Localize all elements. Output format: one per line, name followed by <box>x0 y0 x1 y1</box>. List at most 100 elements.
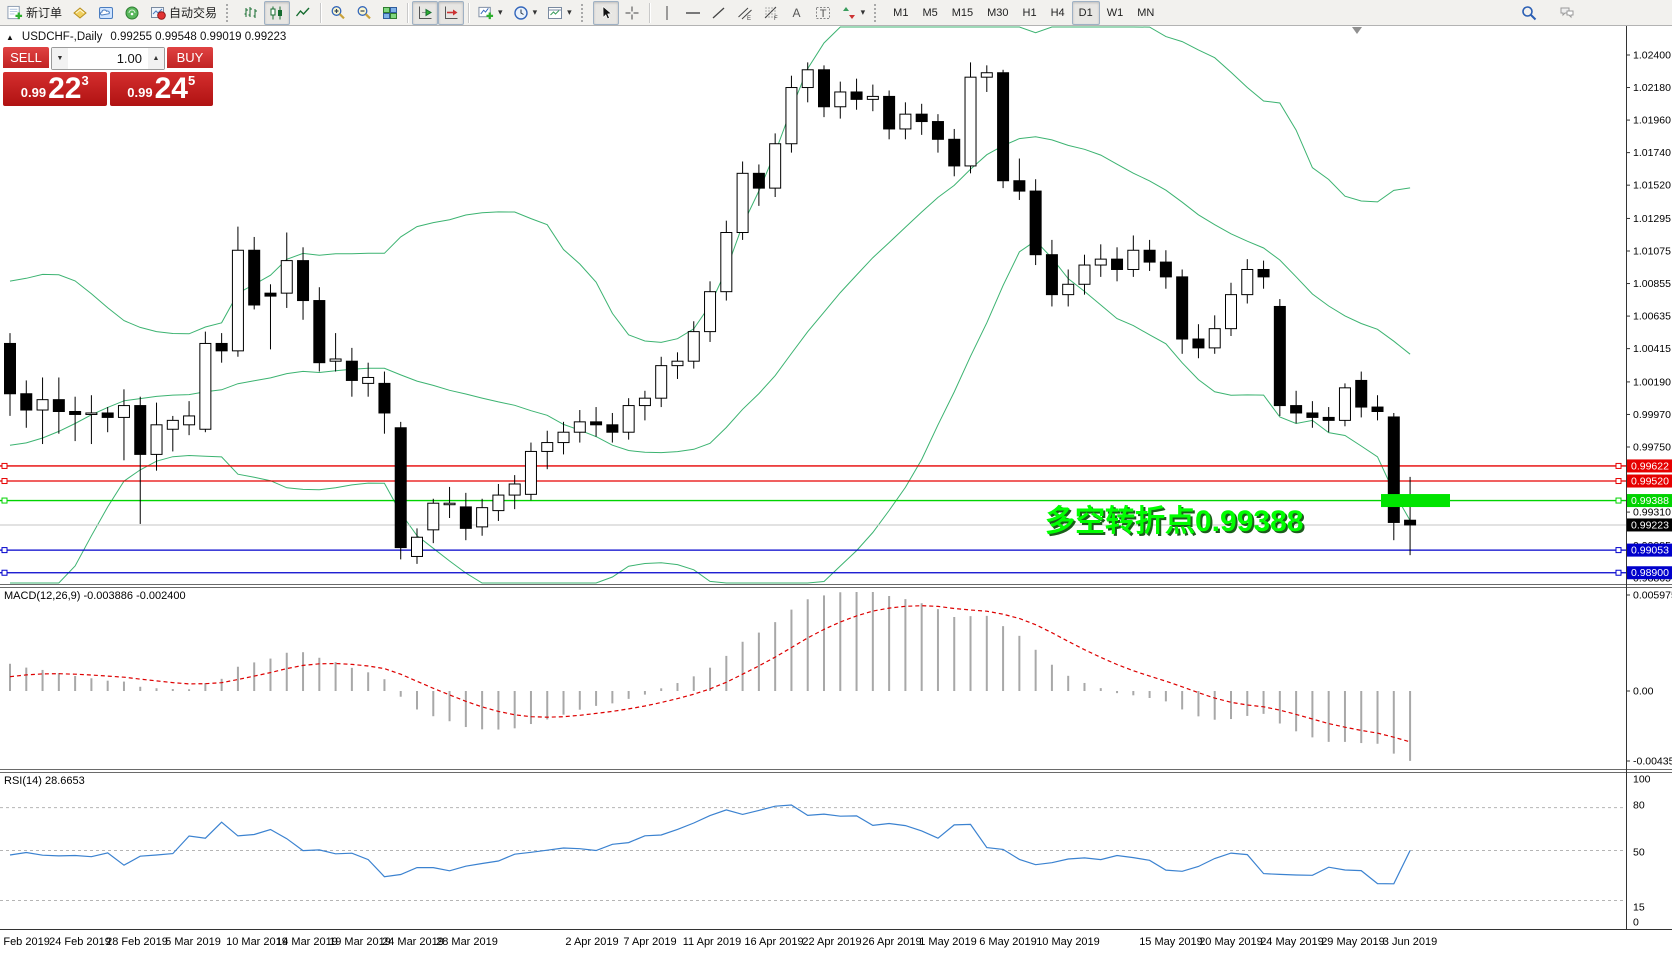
chevron-down-icon[interactable]: ▾ <box>567 7 572 17</box>
toolbar-grip[interactable] <box>580 3 587 22</box>
fibonacci-button[interactable]: F <box>758 1 784 25</box>
line-chart-button[interactable] <box>290 1 316 25</box>
line-handle[interactable] <box>1 478 8 485</box>
trendline-button[interactable] <box>706 1 732 25</box>
price-tick-label: 1.02180 <box>1633 82 1671 94</box>
candle-body <box>1143 249 1156 263</box>
chevron-down-icon[interactable]: ▾ <box>498 7 503 17</box>
candle-body <box>1078 264 1091 285</box>
crosshair-button[interactable] <box>619 1 645 25</box>
volume-decrease-button[interactable]: ▼ <box>52 48 68 69</box>
line-handle[interactable] <box>1615 497 1622 504</box>
text-button[interactable]: A <box>784 1 810 25</box>
price-badge <box>1627 459 1672 473</box>
candle-body <box>1257 268 1270 278</box>
timeframe-w1[interactable]: W1 <box>1106 6 1124 19</box>
timeframe-m30[interactable]: M30 <box>987 6 1009 19</box>
price-tick-label: 1.01520 <box>1633 180 1671 192</box>
cursor-button[interactable] <box>592 0 619 25</box>
candle-body <box>394 427 407 549</box>
toolbar-grip[interactable] <box>226 3 232 22</box>
chart-area[interactable]: 多空转折点0.99388多空转折点0.993881.024001.021801.… <box>0 26 1672 954</box>
annotation-text[interactable]: 多空转折点0.99388 <box>1045 505 1303 538</box>
highlight-segment[interactable] <box>1381 494 1450 508</box>
vertical-line-icon <box>659 5 675 21</box>
chevron-down-icon[interactable]: ▾ <box>860 7 866 17</box>
autotrading-button[interactable]: 自动交易 <box>145 1 222 25</box>
templates-button[interactable]: ▾ <box>542 1 577 25</box>
timeframe-m15[interactable]: M15 <box>951 6 974 19</box>
chat-button[interactable] <box>1554 1 1580 25</box>
sell-price-box[interactable]: 0.99 22 3 <box>3 72 107 106</box>
timeframe-h4[interactable]: H4 <box>1050 6 1065 19</box>
chat-icon <box>1559 5 1575 21</box>
indicators-button[interactable]: ▾ <box>473 1 508 25</box>
search-button[interactable] <box>1516 1 1542 25</box>
candle-body <box>671 360 684 367</box>
svg-text:A: A <box>792 6 800 20</box>
line-handle[interactable] <box>1 547 8 554</box>
bollinger-lower-band <box>10 240 1411 584</box>
chart-shift-button[interactable] <box>438 0 465 25</box>
chevron-down-icon[interactable]: ▾ <box>532 7 538 17</box>
line-handle[interactable] <box>1615 478 1622 485</box>
chart-shift-marker[interactable] <box>1352 27 1362 34</box>
sell-button[interactable]: SELL <box>3 47 49 70</box>
auto-scroll-button[interactable] <box>412 0 439 25</box>
date-label: 19 Mar 2019 <box>329 936 391 948</box>
candle-body <box>508 483 521 496</box>
zoom-out-button[interactable] <box>351 1 377 25</box>
toolbar-grip[interactable] <box>874 3 880 22</box>
tile-windows-button[interactable] <box>377 1 403 25</box>
arrows-icon <box>841 5 857 21</box>
new-order-button[interactable]: 新订单 <box>2 1 67 25</box>
timeframe-d1[interactable]: D1 <box>1071 0 1100 25</box>
buy-price-box[interactable]: 0.99 24 5 <box>109 72 213 106</box>
market-button[interactable] <box>93 1 119 25</box>
candle-body <box>964 76 977 167</box>
line-handle[interactable] <box>1 569 8 576</box>
vertical-line-button[interactable] <box>654 1 680 25</box>
buy-button[interactable]: BUY <box>167 47 213 70</box>
arrows-button[interactable]: ▾ <box>836 1 871 25</box>
line-chart-icon <box>295 5 311 21</box>
bar-chart-button[interactable] <box>238 1 264 25</box>
line-handle[interactable] <box>1 497 8 504</box>
metaeditor-button[interactable] <box>67 1 93 25</box>
timeframe-mn[interactable]: MN <box>1137 6 1155 19</box>
line-handle[interactable] <box>1615 462 1622 469</box>
candle-body <box>248 249 261 306</box>
rsi-pane: RSI(14) 28.6653 100 80 50 15 0 <box>0 774 1651 929</box>
line-handle[interactable] <box>1 462 8 469</box>
timeframe-h1[interactable]: H1 <box>1022 6 1037 19</box>
trendline-icon <box>711 5 727 21</box>
line-handle[interactable] <box>1615 569 1622 576</box>
line-handle[interactable] <box>1615 547 1622 554</box>
candle-body <box>752 172 765 189</box>
date-label: 16 Apr 2019 <box>744 936 803 948</box>
candle-body <box>476 507 489 528</box>
text-icon: A <box>789 5 805 21</box>
periods-button[interactable]: ▾ <box>508 1 543 25</box>
candle-body <box>85 412 98 415</box>
signals-button[interactable] <box>119 1 145 25</box>
text-label-button[interactable]: T <box>810 1 836 25</box>
candlestick-icon <box>269 5 285 21</box>
candlesticks <box>4 62 1417 564</box>
indicators-icon <box>478 5 494 21</box>
timeframe-m1[interactable]: M1 <box>893 6 909 19</box>
date-label: 15 May 2019 <box>1139 936 1203 948</box>
panel-collapse-arrow[interactable]: ▲ <box>6 32 14 42</box>
horizontal-line-button[interactable] <box>680 1 706 25</box>
zoom-in-button[interactable] <box>325 1 351 25</box>
toolbar: 新订单 自动交易 ▾ ▾ ▾ E F A T ▾ M1 M5 M15 M30 H1 H4 D1 W1 MN <box>0 0 1672 26</box>
tile-windows-icon <box>382 5 398 21</box>
candle-body <box>1338 387 1351 421</box>
volume-increase-button[interactable]: ▲ <box>148 48 164 69</box>
candle-body <box>899 113 912 130</box>
candlestick-chart-button[interactable] <box>264 0 291 25</box>
equidistant-channel-button[interactable]: E <box>732 1 758 25</box>
timeframe-m5[interactable]: M5 <box>922 6 938 19</box>
market-icon <box>98 5 114 21</box>
volume-input[interactable] <box>68 48 148 69</box>
